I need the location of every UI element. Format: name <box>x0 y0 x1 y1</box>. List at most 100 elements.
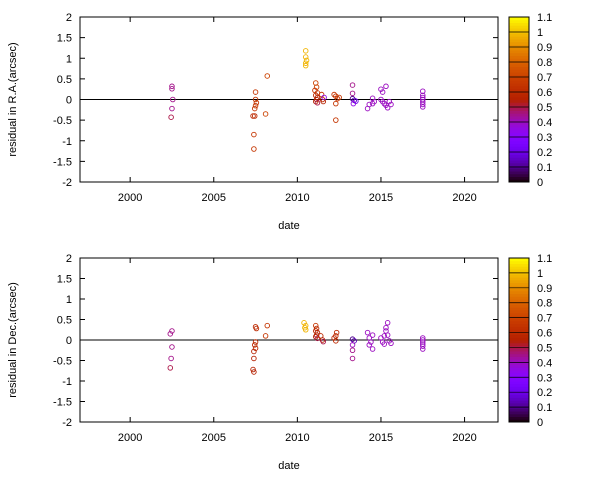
color-bar-tick-label: 1 <box>537 268 543 280</box>
data-point <box>388 340 394 347</box>
data-point <box>366 342 373 348</box>
data-point <box>302 48 309 54</box>
y-tick-label: 0 <box>66 95 72 107</box>
data-point <box>262 111 269 117</box>
color-bar-segment <box>509 129 529 133</box>
color-bar-segment <box>509 36 529 40</box>
color-bar-segment <box>509 309 529 314</box>
color-bar-segment <box>509 342 529 346</box>
y-tick-label: -1 <box>62 376 72 388</box>
color-bar-tick-label: 0.1 <box>537 402 552 414</box>
data-point <box>369 332 376 338</box>
data-point <box>302 62 309 69</box>
data-point <box>168 114 174 120</box>
color-bar-segment <box>509 312 529 316</box>
color-bar-segment <box>509 400 529 404</box>
data-point <box>169 83 175 90</box>
color-bar-segment <box>509 386 529 390</box>
data-point <box>303 57 310 64</box>
data-point <box>321 94 327 101</box>
data-point <box>420 343 426 349</box>
y-tick-label: -1 <box>62 136 72 148</box>
x-tick-label: 2000 <box>118 432 142 444</box>
plot-frame <box>79 257 499 423</box>
color-bar-tick-label: 0.6 <box>537 328 552 340</box>
color-bar-segment <box>509 149 529 153</box>
data-point <box>169 105 175 112</box>
color-bar-tick-label: 0.2 <box>537 147 552 159</box>
data-point <box>384 320 391 326</box>
color-bar: 0 0.1 0.2 0.3 0.4 0.5 0.6 0.7 0.8 0.9 1 1.1 <box>508 12 552 189</box>
color-bar-segment <box>509 25 529 29</box>
y-tick-label: -0.5 <box>53 356 72 368</box>
color-bar-segment <box>509 279 529 284</box>
color-bar-segment <box>509 151 529 155</box>
data-point <box>169 344 175 350</box>
data-point <box>420 104 426 110</box>
data-point <box>168 355 174 362</box>
color-bar-segment <box>509 146 529 150</box>
data-point <box>381 100 388 107</box>
color-bar-segment <box>509 271 529 275</box>
color-bar-segment <box>509 307 529 311</box>
x-axis-label: date <box>278 220 299 232</box>
color-bar-segment <box>509 364 529 368</box>
color-bar-segment <box>509 413 529 418</box>
y-tick-label: -2 <box>62 177 72 189</box>
color-bar-tick-label: 0.9 <box>537 42 552 54</box>
data-point <box>364 329 371 336</box>
color-bar-segment <box>509 353 529 357</box>
x-tick-label: 2010 <box>285 432 309 444</box>
data-point <box>167 331 174 337</box>
data-point <box>420 337 426 343</box>
color-bar-segment <box>509 22 529 26</box>
color-bar-segment <box>509 72 529 76</box>
data-point <box>250 366 256 373</box>
y-tick-label: -2 <box>62 417 72 429</box>
color-bar-segment <box>509 50 529 54</box>
color-bar-segment <box>509 44 529 48</box>
color-bar-segment <box>509 326 529 330</box>
color-bar-segment <box>509 124 529 128</box>
data-point <box>251 146 257 152</box>
color-bar-segment <box>509 77 529 81</box>
data-point <box>250 113 256 119</box>
color-bar-tick-label: 0.7 <box>537 72 552 84</box>
y-tick-label: -1.5 <box>53 156 72 168</box>
data-point <box>381 341 388 347</box>
data-point <box>349 342 356 348</box>
data-point <box>169 86 175 92</box>
color-bar-segment <box>509 277 529 281</box>
chart-panel-1: -2 -1.5 -1 -0.5 0 0.5 1 1.5 2 2000 2005 2010 2015 202… <box>7 12 552 232</box>
data-point <box>251 105 258 112</box>
x-tick-label: 2005 <box>202 432 226 444</box>
color-bar-tick-label: 0.5 <box>537 102 552 114</box>
color-bar-segment <box>509 160 529 164</box>
color-bar-tick-label: 0.7 <box>537 313 552 325</box>
color-bar-segment <box>509 301 529 305</box>
color-bar-segment <box>509 329 529 333</box>
data-point <box>333 117 339 123</box>
data-point <box>383 83 389 90</box>
color-bar-segment <box>509 157 529 161</box>
data-point <box>333 329 340 336</box>
color-bar-segment <box>509 337 529 341</box>
y-tick-label: -0.5 <box>53 115 72 127</box>
color-bar-segment <box>509 268 529 273</box>
color-bar-segment <box>509 402 529 407</box>
data-point <box>264 322 271 329</box>
color-bar-segment <box>509 171 529 175</box>
color-bar-segment <box>509 334 529 338</box>
data-point <box>301 320 307 326</box>
color-bar-segment <box>509 121 529 125</box>
x-tick-label: 2010 <box>285 192 309 204</box>
color-bar-segment <box>509 61 529 65</box>
data-point <box>336 94 342 101</box>
color-bar-tick-label: 0.5 <box>537 342 552 354</box>
data-point <box>262 333 269 339</box>
data-point <box>388 101 394 108</box>
color-bar-segment <box>509 116 529 120</box>
data-point <box>420 346 426 352</box>
color-bar-segment <box>509 110 529 114</box>
y-axis-label: residual in Dec.(arcsec) <box>7 282 19 398</box>
